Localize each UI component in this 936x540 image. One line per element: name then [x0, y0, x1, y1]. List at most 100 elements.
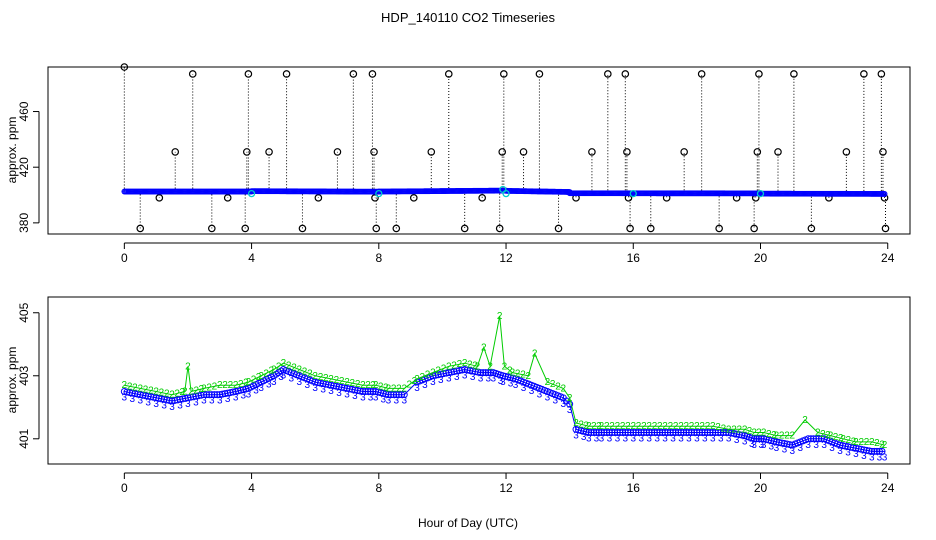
bottom-series-3-point — [839, 442, 847, 450]
top-spike-point — [188, 70, 197, 78]
bottom-series-3-marker-label: 3 — [193, 397, 199, 408]
bottom-series-2-marker-label: 2 — [164, 389, 170, 400]
top-cyan-marker — [375, 189, 383, 198]
bottom-series-3-point — [587, 428, 595, 436]
bottom-series-3-marker-label: 3 — [401, 396, 407, 407]
bottom-series-3-point — [757, 435, 765, 443]
bottom-series-2-marker-label: 2 — [419, 372, 425, 383]
bottom-series-2-marker-label: 2 — [291, 362, 297, 373]
bottom-series-2-marker-label: 2 — [378, 381, 384, 392]
bottom-series-3-point — [857, 445, 865, 453]
top-spike-point — [680, 148, 688, 156]
bottom-series-3-marker-label: 3 — [521, 383, 527, 394]
bottom-series-2-marker-label: 2 — [507, 366, 513, 377]
bottom-series-3-point — [645, 428, 653, 436]
bottom-series-2-marker-label: 2 — [497, 311, 503, 322]
bottom-series-3-point — [221, 390, 229, 398]
bottom-series-2-marker-label: 2 — [441, 363, 447, 374]
bottom-series-3-marker-label: 3 — [759, 440, 765, 451]
top-spike-point — [750, 224, 758, 233]
bottom-series-2-marker-label: 2 — [567, 393, 573, 404]
bottom-series-3-point — [319, 380, 327, 388]
bottom-series-3-marker-label: 3 — [271, 377, 277, 388]
bottom-series-3-marker-label: 3 — [478, 374, 484, 385]
bottom-series-3-point — [479, 369, 487, 377]
bottom-series-3-marker-label: 3 — [233, 393, 239, 404]
bottom-series-2-marker-label: 2 — [756, 427, 762, 438]
bottom-series-2-marker-label: 2 — [583, 421, 589, 432]
bottom-series-3-point — [677, 428, 685, 436]
bottom-series-3-point — [149, 393, 157, 401]
bottom-series-3-marker-label: 3 — [845, 448, 851, 459]
bottom-series-3-point — [786, 441, 794, 449]
bottom-series-2-marker-label: 2 — [228, 380, 234, 391]
bottom-series-3-marker-label: 3 — [352, 391, 358, 402]
bottom-x-tick-label: 16 — [627, 481, 641, 495]
bottom-series-3-marker-label: 3 — [749, 439, 755, 450]
bottom-y-tick-label: 405 — [17, 302, 31, 322]
bottom-series-2-marker-label: 2 — [487, 361, 493, 372]
bottom-series-3-point — [152, 394, 160, 402]
bottom-series-3-point — [624, 428, 632, 436]
bottom-series-3-marker-label: 3 — [430, 377, 436, 388]
bottom-series-3-marker-label: 3 — [751, 440, 757, 451]
bottom-series-3-point — [387, 391, 395, 399]
top-spike-point — [368, 70, 377, 78]
bottom-series-2-marker-label: 2 — [334, 375, 340, 386]
bottom-series-2-marker-label: 2 — [625, 421, 631, 432]
bottom-series-2-marker-label: 2 — [396, 383, 402, 394]
bottom-series-2-marker-label: 2 — [137, 383, 143, 394]
top-spike-point — [349, 70, 358, 78]
bottom-series-2-marker-label: 2 — [774, 431, 780, 442]
bottom-series-3-marker-label: 3 — [782, 445, 788, 456]
bottom-series-3-point — [780, 440, 788, 448]
bottom-series-2-marker-label: 2 — [510, 368, 516, 379]
bottom-series-3-point — [359, 388, 367, 396]
top-x-axis: 0 4 8 12 16 20 24 — [121, 242, 895, 265]
bottom-series-3-point — [669, 428, 677, 436]
bottom-series-2-marker-label: 2 — [673, 421, 679, 432]
bottom-series-3-point — [690, 428, 698, 436]
top-spike-point — [208, 224, 216, 233]
bottom-series-2-marker-label: 2 — [678, 421, 684, 432]
bottom-series-2-marker-label: 2 — [286, 360, 292, 371]
bottom-series-3-marker-label: 3 — [470, 372, 476, 383]
bottom-series-3-point — [184, 394, 192, 402]
top-y-axis-label: approx. ppm — [5, 117, 19, 184]
bottom-series-3-marker-label: 3 — [761, 440, 767, 451]
bottom-series-3-point — [131, 390, 139, 398]
bottom-series-3-marker-label: 3 — [638, 433, 644, 444]
bottom-series-2-marker-label: 2 — [217, 380, 223, 391]
top-spike-point — [753, 148, 762, 156]
bottom-y-tick-label: 401 — [17, 428, 31, 448]
top-plot-frame — [47, 66, 911, 235]
bottom-series-3-point — [753, 435, 761, 443]
bottom-series-3-point — [474, 368, 482, 376]
bottom-series-3-point — [226, 389, 234, 397]
bottom-series-3-point — [600, 428, 608, 436]
bottom-series-3-point — [187, 393, 195, 401]
bottom-series-3-point — [477, 369, 485, 377]
bottom-series-3-marker-label: 3 — [500, 377, 506, 388]
bottom-series-2-marker-label: 2 — [684, 421, 690, 432]
top-spike-point — [877, 70, 886, 78]
bottom-series-3-point — [348, 385, 356, 393]
top-spike-point — [623, 148, 631, 156]
bottom-series-2-marker-label: 2 — [853, 437, 859, 448]
bottom-series-2-marker-label: 2 — [148, 385, 154, 396]
top-spike-point — [371, 194, 379, 202]
bottom-series-2-marker-label: 2 — [761, 427, 767, 438]
bottom-series-3-point — [844, 443, 852, 451]
bottom-series-3-point — [229, 388, 237, 396]
bottom-series-3-marker-label: 3 — [646, 433, 652, 444]
bottom-series-3-point — [126, 389, 134, 397]
bottom-series-3-marker-label: 3 — [882, 452, 888, 463]
bottom-series-2-marker-label: 2 — [238, 379, 244, 390]
top-spike-point — [519, 148, 528, 156]
bottom-series-2-marker-label: 2 — [373, 380, 379, 391]
top-cyan-marker — [499, 185, 507, 194]
bottom-series-2-marker-label: 2 — [475, 361, 481, 372]
bottom-series-3-point — [471, 368, 479, 376]
bottom-series-3-point — [640, 428, 648, 436]
bottom-series-2-marker-label: 2 — [339, 376, 345, 387]
